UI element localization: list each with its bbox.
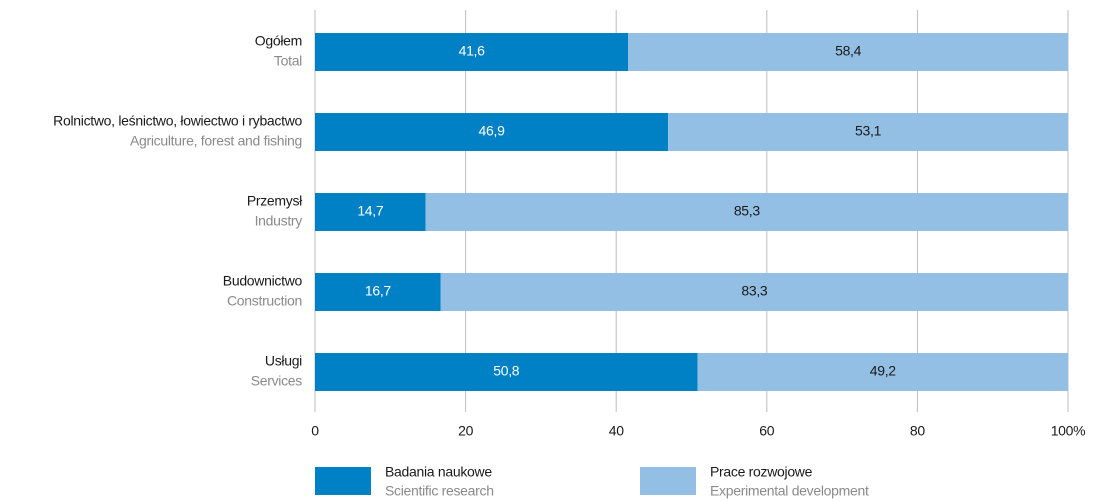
category-label-en: Agriculture, forest and fishing bbox=[130, 133, 302, 149]
category-label: Rolnictwo, leśnictwo, łowiectwo i rybact… bbox=[53, 113, 302, 129]
bar-segment bbox=[697, 353, 1068, 391]
bar-segment bbox=[628, 33, 1068, 71]
category-label-en: Industry bbox=[255, 213, 303, 229]
bar-segment bbox=[315, 273, 441, 311]
category-label-en: Services bbox=[251, 373, 303, 389]
legend-label-en: Experimental development bbox=[710, 483, 869, 499]
category-label-en: Construction bbox=[227, 293, 302, 309]
category-label-en: Total bbox=[274, 53, 302, 69]
bar-segment bbox=[315, 353, 698, 391]
bar-segment bbox=[315, 113, 669, 151]
data-label: 49,2 bbox=[870, 363, 897, 379]
bar-segment bbox=[315, 33, 629, 71]
category-label: Przemysł bbox=[247, 193, 303, 209]
data-label: 14,7 bbox=[357, 203, 384, 219]
legend-swatch bbox=[640, 467, 696, 495]
category-label: Budownictwo bbox=[223, 273, 303, 289]
legend-label: Badania naukowe bbox=[385, 464, 492, 480]
legend-label: Prace rozwojowe bbox=[710, 464, 813, 480]
x-tick-label: 0 bbox=[311, 423, 319, 439]
data-label: 53,1 bbox=[855, 123, 882, 139]
data-label: 83,3 bbox=[741, 283, 768, 299]
bar-segment bbox=[315, 193, 426, 231]
legend-swatch bbox=[315, 467, 371, 495]
data-label: 41,6 bbox=[459, 43, 486, 59]
data-label: 50,8 bbox=[493, 363, 520, 379]
x-tick-label: 20 bbox=[458, 423, 473, 439]
bar-segment bbox=[668, 113, 1068, 151]
legend-label-en: Scientific research bbox=[385, 483, 494, 499]
x-tick-label: 100% bbox=[1051, 423, 1086, 439]
category-label: Usługi bbox=[265, 353, 302, 369]
data-label: 46,9 bbox=[479, 123, 506, 139]
bar-segment bbox=[425, 193, 1068, 231]
data-label: 85,3 bbox=[734, 203, 761, 219]
data-label: 58,4 bbox=[835, 43, 862, 59]
bar-segment bbox=[440, 273, 1069, 311]
x-tick-label: 40 bbox=[609, 423, 624, 439]
x-tick-label: 80 bbox=[910, 423, 925, 439]
x-tick-label: 60 bbox=[759, 423, 774, 439]
data-label: 16,7 bbox=[365, 283, 392, 299]
category-label: Ogółem bbox=[255, 33, 302, 49]
